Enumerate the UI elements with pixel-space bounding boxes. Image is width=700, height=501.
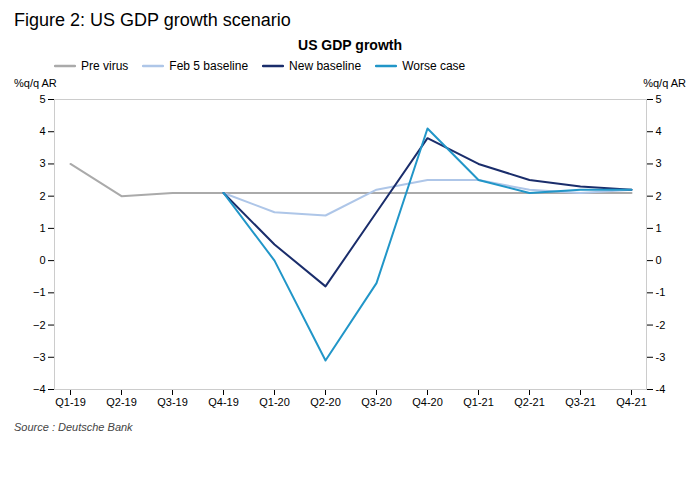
html-text:New baseline: New baseline: [289, 59, 362, 73]
svg-text:5: 5: [656, 93, 662, 105]
svg-text:Q3-21: Q3-21: [565, 396, 596, 408]
svg-text:−4: −4: [33, 383, 46, 395]
svg-text:Q3-19: Q3-19: [157, 396, 188, 408]
html-text:US GDP growth: US GDP growth: [298, 37, 402, 53]
svg-text:2: 2: [39, 190, 45, 202]
svg-text:4: 4: [656, 125, 662, 137]
svg-text:Q2-19: Q2-19: [106, 396, 137, 408]
svg-text:Q1-20: Q1-20: [259, 396, 290, 408]
svg-text:0: 0: [39, 254, 45, 266]
svg-text:-4: -4: [656, 383, 666, 395]
svg-text:Q4-20: Q4-20: [412, 396, 443, 408]
svg-text:1: 1: [39, 222, 45, 234]
html-text:Pre virus: Pre virus: [81, 59, 129, 73]
svg-text:Q2-20: Q2-20: [310, 396, 341, 408]
svg-text:Q4-21: Q4-21: [616, 396, 647, 408]
html-text:%q/q AR: %q/q AR: [14, 77, 57, 89]
svg-text:−2: −2: [33, 319, 46, 331]
html-text:Figure 2: US GDP growth scenar: Figure 2: US GDP growth scenario: [14, 10, 291, 30]
html-text:Feb 5 baseline: Feb 5 baseline: [169, 59, 249, 73]
svg-text:0: 0: [656, 254, 662, 266]
svg-text:Q1-19: Q1-19: [55, 396, 86, 408]
svg-text:4: 4: [39, 125, 45, 137]
svg-text:5: 5: [39, 93, 45, 105]
svg-text:−1: −1: [33, 286, 46, 298]
html-text:%q/q AR: %q/q AR: [643, 77, 686, 89]
svg-text:Q2-21: Q2-21: [514, 396, 545, 408]
svg-text:-2: -2: [656, 319, 666, 331]
svg-text:1: 1: [656, 222, 662, 234]
html-text:Source : Deutsche Bank: Source : Deutsche Bank: [14, 421, 133, 433]
html-text:Worse case: Worse case: [402, 59, 466, 73]
svg-text:Q4-19: Q4-19: [208, 396, 239, 408]
svg-text:Q3-20: Q3-20: [361, 396, 392, 408]
svg-text:−3: −3: [33, 351, 46, 363]
svg-text:2: 2: [656, 190, 662, 202]
svg-text:-1: -1: [656, 286, 666, 298]
svg-text:3: 3: [39, 157, 45, 169]
svg-text:-3: -3: [656, 351, 666, 363]
svg-text:3: 3: [656, 157, 662, 169]
svg-text:Q1-21: Q1-21: [463, 396, 494, 408]
